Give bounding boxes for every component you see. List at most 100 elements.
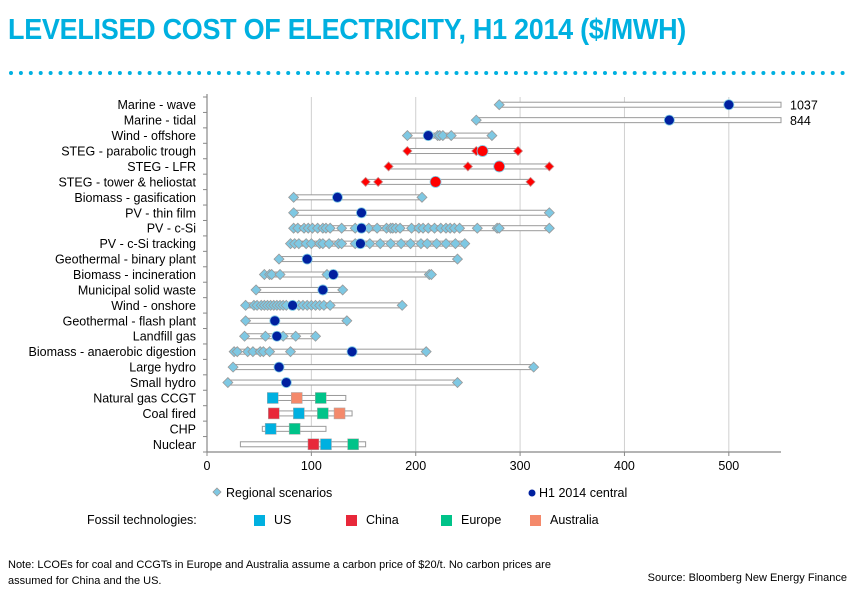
divider-dot bbox=[207, 71, 211, 75]
scenario-marker bbox=[416, 191, 428, 203]
scenario-marker bbox=[451, 253, 464, 265]
scenario-marker bbox=[462, 161, 473, 172]
scenario-marker bbox=[273, 253, 285, 265]
scenario-marker bbox=[528, 361, 540, 373]
scenario-marker bbox=[437, 130, 449, 142]
range-bar bbox=[227, 379, 458, 386]
divider-dot bbox=[335, 71, 340, 75]
fossil-marker-europe bbox=[315, 392, 327, 404]
divider-dot bbox=[246, 71, 251, 75]
divider-dot bbox=[9, 71, 13, 75]
scenario-marker bbox=[341, 315, 353, 327]
source-note: Source: Bloomberg New Energy Finance bbox=[647, 572, 847, 584]
scenario-marker bbox=[525, 176, 536, 187]
x-tick-label: 200 bbox=[405, 459, 426, 473]
divider-dot bbox=[236, 71, 241, 75]
row-label: PV - c-Si bbox=[147, 222, 196, 236]
divider-dot bbox=[682, 71, 687, 75]
legend-europe: Europe bbox=[441, 513, 501, 527]
central-marker bbox=[301, 253, 313, 265]
range-bar bbox=[475, 117, 782, 124]
divider-dot bbox=[88, 71, 93, 75]
divider-dot bbox=[731, 71, 736, 75]
central-marker bbox=[355, 238, 366, 250]
divider-dot bbox=[672, 71, 677, 75]
row-label: Wind - offshore bbox=[111, 129, 196, 143]
divider-dot bbox=[603, 71, 607, 75]
central-marker bbox=[327, 269, 339, 280]
divider-dot bbox=[424, 71, 429, 75]
divider-dot bbox=[58, 71, 63, 75]
scenario-marker bbox=[449, 238, 461, 250]
divider-dot bbox=[632, 71, 637, 75]
divider-dot bbox=[840, 71, 845, 75]
divider-dot bbox=[147, 71, 152, 75]
central-marker bbox=[429, 175, 442, 188]
scenario-marker bbox=[336, 222, 348, 234]
scenario-marker bbox=[227, 361, 239, 373]
fossil-marker-us bbox=[266, 392, 279, 404]
divider-dot bbox=[167, 71, 172, 75]
range-bar bbox=[263, 271, 432, 278]
divider-dot bbox=[216, 71, 221, 75]
scenario-marker bbox=[239, 330, 251, 342]
diamond-icon bbox=[212, 487, 222, 497]
row-label: Biomass - incineration bbox=[73, 268, 196, 282]
range-bar bbox=[255, 286, 344, 293]
scenario-marker bbox=[420, 346, 432, 358]
divider-dot bbox=[28, 71, 33, 75]
scenario-marker bbox=[264, 346, 276, 358]
legend-us: US bbox=[254, 513, 291, 527]
central-marker bbox=[287, 299, 298, 311]
divider-dot bbox=[504, 71, 508, 75]
central-marker bbox=[356, 207, 367, 219]
scenario-marker bbox=[324, 299, 336, 311]
divider-dot bbox=[385, 71, 390, 75]
divider-dot bbox=[662, 71, 667, 75]
scenario-marker bbox=[284, 346, 297, 358]
divider-dot bbox=[68, 71, 73, 75]
scenario-marker bbox=[396, 299, 408, 311]
x-tick-label: 400 bbox=[614, 459, 635, 473]
scenario-marker bbox=[543, 207, 555, 219]
row-label: STEG - parabolic trough bbox=[61, 145, 196, 159]
scenario-marker bbox=[405, 222, 418, 234]
circle-icon bbox=[528, 489, 536, 497]
legend-central-label: H1 2014 central bbox=[539, 486, 628, 500]
scenario-marker bbox=[373, 176, 384, 187]
divider-dot bbox=[513, 71, 518, 75]
row-label: Geothermal - binary plant bbox=[55, 253, 197, 267]
fossil-marker-australia bbox=[291, 392, 303, 404]
divider-dot bbox=[177, 71, 182, 75]
scenario-marker bbox=[440, 238, 452, 250]
divider-dot bbox=[256, 71, 261, 75]
scenario-marker bbox=[385, 238, 397, 250]
divider-dot bbox=[751, 71, 756, 75]
divider-dot bbox=[276, 71, 281, 75]
divider-dot bbox=[702, 71, 706, 75]
divider-dot bbox=[197, 71, 202, 75]
divider-dot bbox=[593, 71, 598, 75]
scenario-marker bbox=[288, 207, 300, 219]
row-label: Municipal solid waste bbox=[78, 283, 196, 297]
legend-australia: Australia bbox=[530, 513, 599, 527]
fossil-marker-europe bbox=[317, 407, 329, 420]
divider-dot bbox=[306, 71, 310, 75]
legend-central: H1 2014 central bbox=[527, 486, 627, 500]
scenario-marker bbox=[470, 114, 482, 126]
data-markers bbox=[222, 99, 735, 451]
scenario-marker bbox=[383, 161, 394, 172]
divider-dot bbox=[820, 71, 825, 75]
dotted-divider bbox=[9, 71, 845, 75]
central-marker bbox=[493, 160, 506, 173]
scenario-marker bbox=[401, 130, 413, 142]
divider-dot bbox=[48, 71, 53, 75]
divider-dot bbox=[721, 71, 726, 75]
row-label: Large hydro bbox=[129, 361, 196, 375]
divider-dot bbox=[810, 71, 815, 75]
central-marker bbox=[356, 222, 367, 234]
divider-dot bbox=[563, 71, 568, 75]
row-label: Small hydro bbox=[130, 376, 196, 390]
divider-dot bbox=[38, 71, 43, 75]
